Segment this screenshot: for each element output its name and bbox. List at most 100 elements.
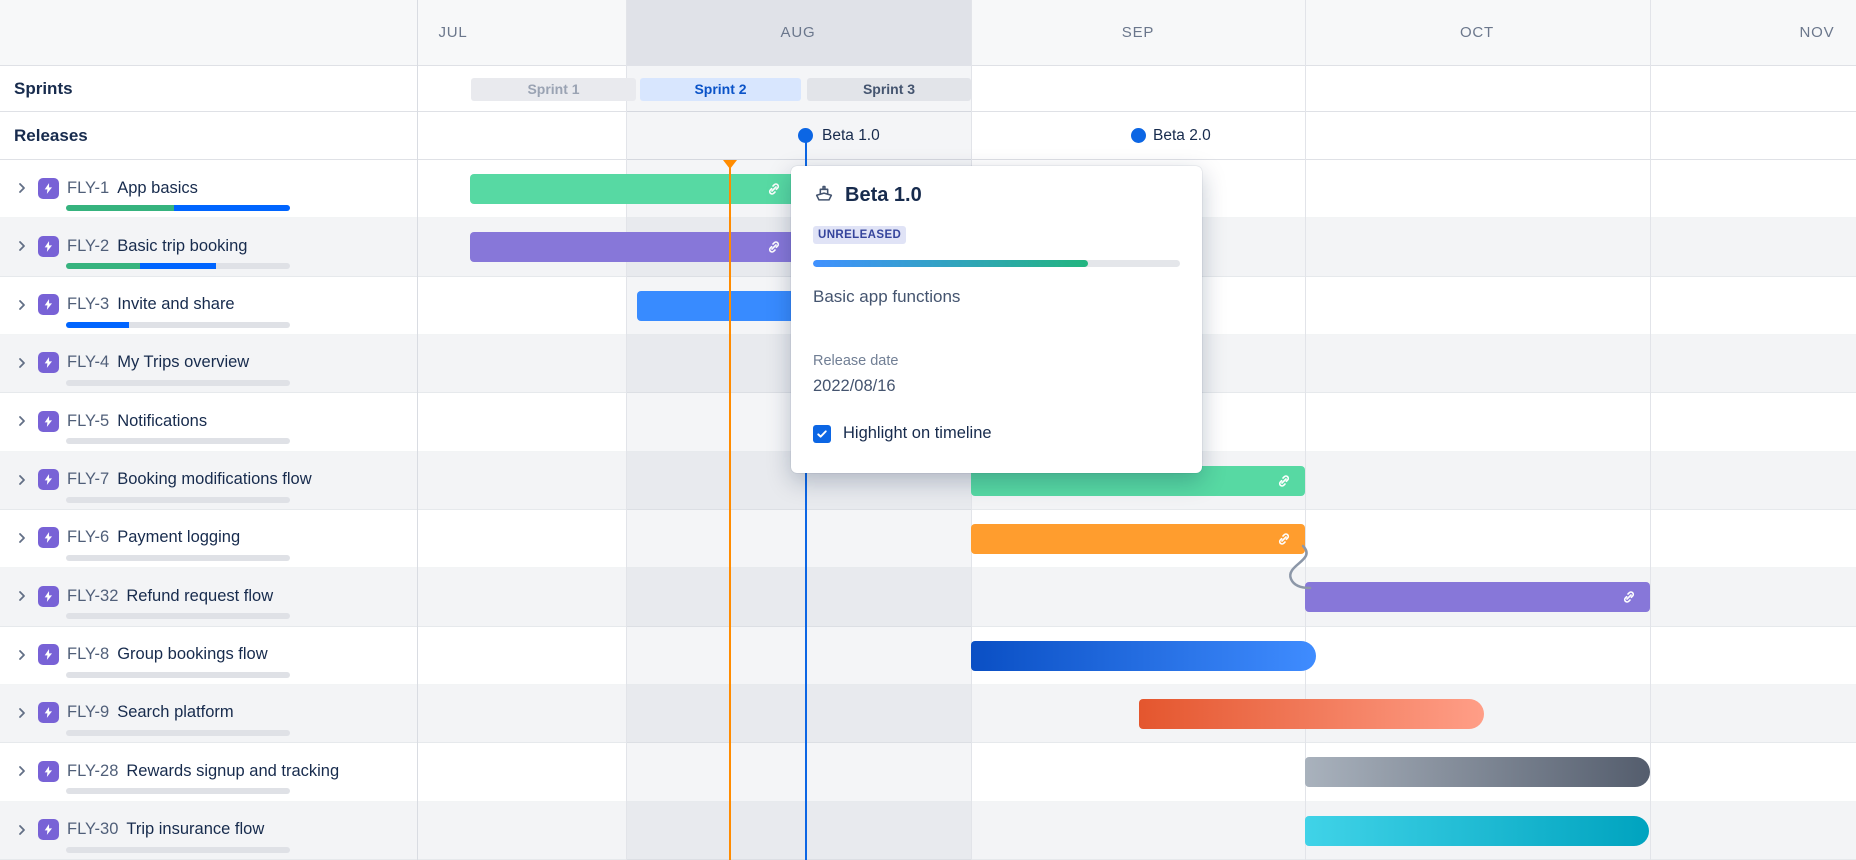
- today-marker-line: [729, 160, 731, 860]
- epic-progress-bar: [66, 205, 290, 211]
- timeline-bar-fly-6[interactable]: [971, 524, 1305, 554]
- timeline-bar-fly-9[interactable]: [1139, 699, 1484, 729]
- epic-name[interactable]: Basic trip booking: [117, 236, 248, 255]
- epic-name[interactable]: Rewards signup and tracking: [126, 761, 340, 780]
- timeline-bar-fly-3[interactable]: [637, 291, 802, 321]
- sprints-row: Sprints Sprint 1 Sprint 2 Sprint 3: [0, 66, 1856, 112]
- epic-progress-bar: [66, 438, 290, 445]
- timeline-bar-fly-28[interactable]: [1305, 757, 1650, 787]
- timeline-bar-fly-32[interactable]: [1305, 582, 1650, 612]
- epic-name[interactable]: Notifications: [117, 411, 208, 430]
- release-label-beta-1[interactable]: Beta 1.0: [822, 127, 880, 144]
- epic-key: FLY-4: [67, 353, 110, 372]
- release-label-beta-2[interactable]: Beta 2.0: [1153, 127, 1211, 144]
- epic-key: FLY-6: [67, 528, 110, 547]
- epic-name[interactable]: Payment logging: [117, 528, 241, 547]
- epic-progress-bar: [66, 671, 290, 678]
- ship-icon: [813, 182, 835, 209]
- sprints-row-label: Sprints: [14, 79, 73, 98]
- epic-name[interactable]: Refund request flow: [126, 586, 274, 605]
- highlight-checkbox-label[interactable]: Highlight on timeline: [843, 424, 992, 442]
- epic-key: FLY-1: [67, 178, 110, 197]
- chevron-right-icon[interactable]: [14, 297, 30, 313]
- chevron-right-icon[interactable]: [14, 238, 30, 254]
- epic-row-fly-28: FLY-28 Rewards signup and tracking: [0, 743, 1856, 801]
- epic-progress-bar: [66, 263, 290, 270]
- popup-title: Beta 1.0: [845, 183, 922, 206]
- dependency-connector: [1289, 544, 1312, 590]
- epic-key: FLY-30: [67, 820, 119, 839]
- chevron-right-icon[interactable]: [14, 355, 30, 371]
- chevron-right-icon[interactable]: [14, 180, 30, 196]
- highlight-checkbox[interactable]: [813, 424, 831, 443]
- epic-icon: [38, 177, 59, 199]
- timeline-bar-fly-1[interactable]: [470, 174, 795, 204]
- epic-key: FLY-2: [67, 236, 110, 255]
- link-icon: [1276, 473, 1292, 494]
- chevron-right-icon[interactable]: [14, 472, 30, 488]
- epic-row-fly-8: FLY-8 Group bookings flow: [0, 627, 1856, 685]
- chevron-right-icon[interactable]: [14, 763, 30, 779]
- epic-icon: [38, 760, 59, 782]
- release-progress-bar: [813, 260, 1180, 267]
- chevron-right-icon[interactable]: [14, 413, 30, 429]
- epic-icon: [38, 644, 59, 666]
- epic-name[interactable]: Search platform: [117, 703, 234, 722]
- sprint-pill-1: Sprint 1: [471, 78, 636, 101]
- link-icon: [766, 181, 782, 202]
- release-marker-beta-2[interactable]: [1131, 128, 1146, 143]
- timeline-bar-fly-8[interactable]: [971, 641, 1316, 671]
- epic-key: FLY-5: [67, 411, 110, 430]
- chevron-right-icon[interactable]: [14, 822, 30, 838]
- epic-progress-bar: [66, 613, 290, 620]
- epic-progress-bar: [66, 496, 290, 503]
- month-label-aug: AUG: [780, 24, 816, 41]
- epic-icon: [38, 294, 59, 316]
- release-highlight-line: [805, 142, 807, 860]
- epic-progress-bar: [66, 554, 290, 561]
- epic-row-fly-9: FLY-9 Search platform: [0, 684, 1856, 744]
- epic-icon: [38, 527, 59, 549]
- chevron-right-icon[interactable]: [14, 705, 30, 721]
- timeline-bar-fly-2[interactable]: [470, 232, 795, 262]
- releases-row: Releases Beta 1.0 Beta 2.0: [0, 112, 1856, 160]
- epic-name[interactable]: App basics: [117, 178, 198, 197]
- epic-key: FLY-32: [67, 586, 119, 605]
- sprint-pill-3: Sprint 3: [807, 78, 971, 101]
- epic-row-fly-1: FLY-1 App basics: [0, 160, 1856, 218]
- epic-key: FLY-3: [67, 295, 110, 314]
- epic-name[interactable]: Booking modifications flow: [117, 470, 312, 489]
- chevron-right-icon[interactable]: [14, 647, 30, 663]
- month-label-jul: JUL: [438, 24, 468, 41]
- epic-key: FLY-8: [67, 645, 110, 664]
- epic-name[interactable]: My Trips overview: [117, 353, 250, 372]
- timeline-bar-fly-30[interactable]: [1305, 816, 1649, 846]
- month-label-nov: NOV: [1799, 24, 1835, 41]
- release-marker-beta-1[interactable]: [798, 128, 813, 143]
- epic-icon: [38, 469, 59, 491]
- epic-rows: FLY-1 App basics FLY-2 Basic trip bookin…: [0, 160, 1856, 860]
- releases-row-label: Releases: [14, 126, 88, 145]
- link-icon: [1276, 531, 1292, 552]
- sprint-pill-2: Sprint 2: [640, 78, 801, 101]
- highlighted-month-cell: [626, 0, 971, 66]
- epic-name[interactable]: Group bookings flow: [117, 645, 268, 664]
- epic-progress-bar: [66, 788, 290, 795]
- epic-icon: [38, 819, 59, 841]
- link-icon: [1621, 589, 1637, 610]
- epic-row-fly-6: FLY-6 Payment logging: [0, 510, 1856, 568]
- gridline-oct: [1305, 0, 1306, 860]
- epic-icon: [38, 702, 59, 724]
- epic-key: FLY-9: [67, 703, 110, 722]
- gridline-aug: [626, 0, 627, 860]
- epic-row-fly-3: FLY-3 Invite and share: [0, 277, 1856, 335]
- timeline-header: [0, 0, 1856, 66]
- chevron-right-icon[interactable]: [14, 588, 30, 604]
- release-date-value: 2022/08/16: [813, 377, 896, 395]
- epic-name[interactable]: Trip insurance flow: [126, 820, 265, 839]
- epic-name[interactable]: Invite and share: [117, 295, 235, 314]
- epic-icon: [38, 410, 59, 432]
- chevron-right-icon[interactable]: [14, 530, 30, 546]
- epic-icon: [38, 352, 59, 374]
